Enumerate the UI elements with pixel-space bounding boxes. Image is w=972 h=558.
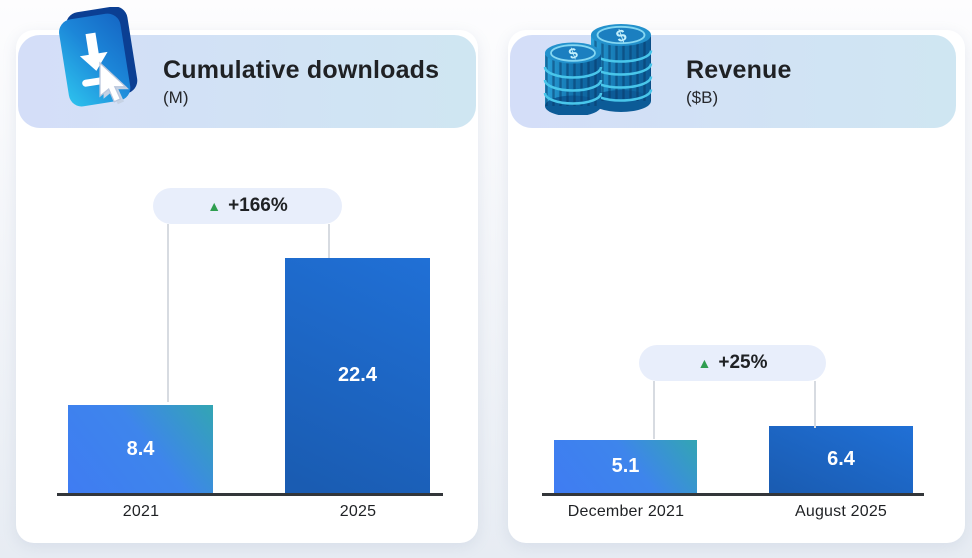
x-tick-label: December 2021	[567, 503, 685, 520]
downloads-card: Cumulative downloads (M) ▲ +166% 8.4 22.…	[16, 6, 478, 543]
bar-2021: 8.4	[68, 405, 213, 493]
card-title: Revenue	[686, 56, 792, 84]
x-tick-label: August 2025	[794, 503, 888, 520]
connector-line	[814, 381, 816, 428]
downloads-change-badge: ▲ +166%	[153, 188, 342, 224]
connector-line	[328, 224, 330, 258]
revenue-card: $ $ Revenue ($B) ▲	[508, 24, 965, 543]
x-axis-line	[57, 493, 443, 496]
bar-value-label: 5.1	[611, 455, 640, 477]
x-axis-line	[542, 493, 924, 496]
card-title: Cumulative downloads	[163, 56, 440, 84]
downloads-change-value: +166%	[228, 195, 288, 216]
x-tick-label: 2025	[339, 503, 377, 520]
bar-august-2025: 6.4	[769, 426, 913, 493]
x-tick-label: 2021	[122, 503, 160, 520]
revenue-change-value: +25%	[718, 352, 768, 373]
bar-2025: 22.4	[285, 258, 430, 493]
card-unit: ($B)	[686, 88, 719, 107]
connector-line	[167, 224, 169, 402]
bar-december-2021: 5.1	[554, 440, 697, 493]
bar-value-label: 22.4	[338, 364, 377, 386]
up-triangle-icon: ▲	[207, 198, 222, 214]
connector-line	[653, 381, 655, 439]
up-triangle-icon: ▲	[697, 355, 712, 371]
bar-value-label: 6.4	[827, 448, 855, 470]
bar-value-label: 8.4	[126, 437, 155, 460]
revenue-change-badge: ▲ +25%	[639, 345, 826, 381]
coin-stack-icon: $ $	[543, 7, 655, 117]
card-unit: (M)	[163, 88, 189, 107]
download-icon	[53, 6, 138, 117]
